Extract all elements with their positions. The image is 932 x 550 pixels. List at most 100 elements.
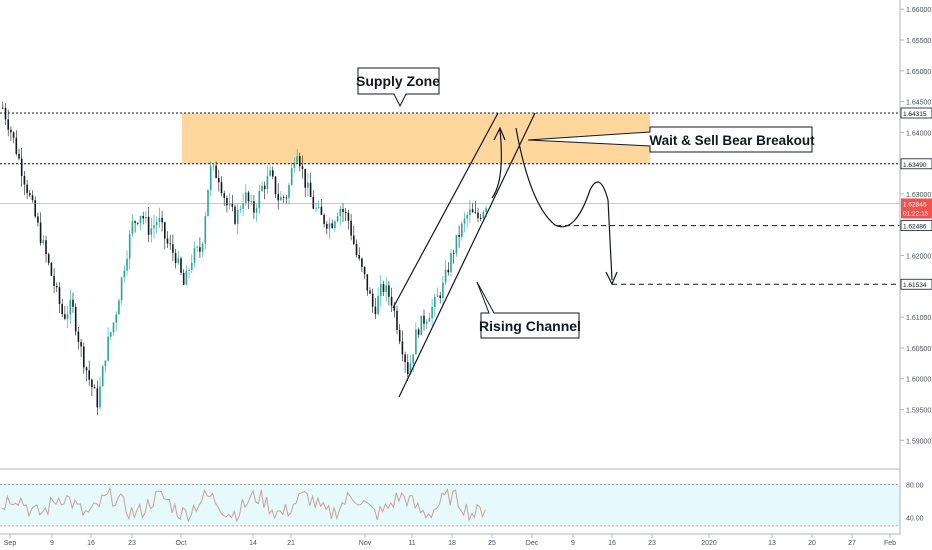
price-tick-label-13: 1.59500	[906, 408, 931, 415]
candle-body	[334, 221, 336, 228]
time-tick-label-5: 14	[249, 540, 257, 547]
candle-body	[220, 182, 223, 194]
candle-body	[439, 295, 441, 298]
candle-body	[172, 244, 174, 253]
candle-body	[137, 222, 139, 224]
candle-body	[45, 240, 47, 255]
candle-body	[218, 178, 220, 183]
candle-body	[455, 234, 458, 254]
candle-body	[350, 220, 352, 236]
channel-callout[interactable]: Rising Channel	[476, 281, 581, 339]
price-tick-label-4: 1.64000	[906, 130, 931, 137]
candle-body	[236, 209, 239, 224]
candle-body	[477, 212, 479, 219]
candle-body	[393, 305, 396, 311]
price-tick-label-6: 1.63000	[906, 192, 931, 199]
time-tick-label-2: 16	[87, 540, 95, 547]
candle-body	[377, 295, 379, 315]
candle-body	[207, 189, 209, 217]
candle-body	[436, 295, 439, 297]
candle-body	[269, 170, 271, 176]
candle-body	[23, 175, 26, 185]
candle-body	[20, 158, 23, 176]
candle-body	[112, 322, 115, 333]
candle-body	[147, 216, 150, 235]
candle-body	[315, 207, 317, 209]
channel-label: Rising Channel	[479, 318, 581, 334]
candle-body	[277, 194, 279, 201]
candle-body	[180, 258, 182, 273]
candle-body	[56, 285, 58, 288]
candle-body	[347, 212, 350, 221]
candle-body	[326, 223, 328, 229]
price-tick-label-3: 1.64500	[906, 100, 931, 107]
candle-body	[371, 293, 374, 307]
oscillator-tick-label-0: 80.00	[906, 482, 924, 489]
candle-body	[390, 296, 393, 306]
time-tick-label-0: Sep	[4, 540, 17, 547]
current-price-box	[901, 198, 932, 219]
price-tick-label-11: 1.60500	[906, 346, 931, 353]
candle-body	[355, 243, 358, 255]
candle-body	[282, 196, 285, 198]
price-level-label-3: 1.61534	[903, 282, 927, 289]
candle-body	[404, 354, 406, 363]
candle-body	[204, 216, 207, 244]
candle-body	[85, 367, 88, 371]
candle-body	[96, 388, 99, 408]
current-price-label: 1.62846	[903, 201, 927, 208]
candle-body	[266, 175, 269, 190]
candle-body	[331, 223, 333, 228]
candle-body	[444, 269, 447, 283]
candle-body	[450, 253, 452, 273]
candle-body	[26, 184, 28, 194]
candle-body	[212, 165, 215, 167]
candle-body	[442, 282, 444, 298]
candle-body	[15, 137, 18, 154]
candle-body	[242, 203, 244, 209]
candle-body	[323, 214, 325, 224]
candle-body	[263, 185, 266, 190]
time-tick-label-7: Nov	[359, 540, 372, 547]
candle-body	[37, 216, 39, 223]
price-tick-label-1: 1.65500	[906, 38, 931, 45]
price-tick-label-12: 1.60000	[906, 377, 931, 384]
candle-body	[299, 156, 301, 167]
candle-body	[201, 243, 204, 252]
candle-body	[72, 299, 74, 307]
candle-body	[223, 193, 225, 199]
candle-body	[74, 306, 77, 332]
candle-body	[301, 166, 304, 169]
time-tick-label-4: Oct	[176, 540, 187, 547]
candle-body	[253, 201, 255, 213]
candle-body	[366, 274, 369, 291]
channel-lower-line[interactable]	[398, 112, 536, 398]
candle-body	[99, 386, 101, 408]
candle-body	[150, 228, 153, 235]
candle-body	[380, 284, 382, 296]
breakout-label: Wait & Sell Bear Breakout	[649, 133, 815, 148]
candle-body	[39, 222, 42, 243]
channel-upper-line[interactable]	[392, 112, 499, 309]
candle-body	[12, 132, 15, 138]
candle-body	[101, 366, 104, 387]
candle-body	[452, 253, 455, 254]
candle-body	[398, 329, 401, 342]
candle-body	[88, 370, 90, 380]
candle-body	[312, 196, 315, 209]
supply-zone-callout[interactable]: Supply Zone	[356, 67, 440, 108]
candle-body	[215, 165, 217, 179]
price-tick-label-0: 1.66000	[906, 7, 931, 14]
candle-body	[188, 269, 190, 271]
candle-body	[396, 310, 398, 330]
candle-body	[193, 247, 196, 263]
candle-body	[482, 211, 485, 219]
candle-body	[228, 203, 231, 206]
candle-body	[158, 217, 161, 222]
candle-body	[285, 197, 288, 199]
breakout-callout[interactable]: Wait & Sell Bear Breakout	[527, 126, 815, 153]
candle-body	[4, 107, 7, 120]
time-axis[interactable]: Sep 9 16 23 Oct 14 21 Nov 11 18 25 Dec 9 16 23 2020 13 20…	[4, 534, 896, 547]
price-tick-label-2: 1.65000	[906, 69, 931, 76]
